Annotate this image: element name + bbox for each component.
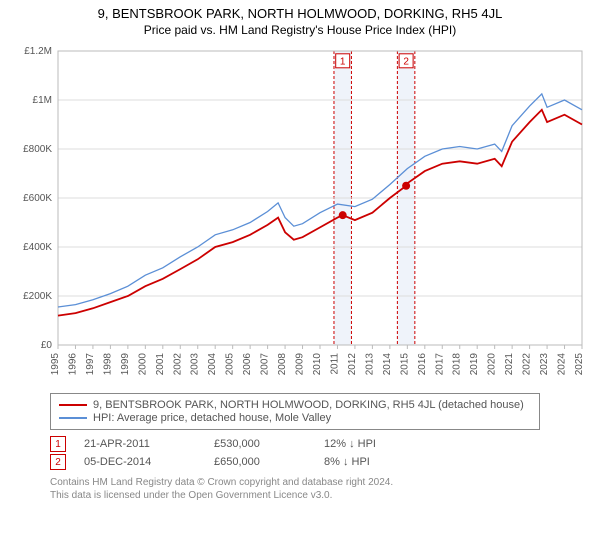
svg-text:£1.2M: £1.2M: [24, 46, 52, 57]
svg-text:2021: 2021: [504, 353, 515, 376]
footer-line: This data is licensed under the Open Gov…: [50, 489, 540, 502]
sale-price: £650,000: [214, 456, 324, 468]
footer: Contains HM Land Registry data © Crown c…: [50, 476, 540, 502]
sale-price: £530,000: [214, 438, 324, 450]
sale-row: 2 05-DEC-2014 £650,000 8% ↓ HPI: [50, 454, 540, 470]
svg-text:2001: 2001: [155, 353, 166, 376]
sale-flag-icon: 1: [50, 436, 66, 452]
svg-text:2025: 2025: [574, 353, 585, 376]
svg-text:2023: 2023: [539, 353, 550, 376]
container: 9, BENTSBROOK PARK, NORTH HOLMWOOD, DORK…: [0, 0, 600, 506]
svg-text:2006: 2006: [242, 353, 253, 376]
legend: 9, BENTSBROOK PARK, NORTH HOLMWOOD, DORK…: [50, 393, 540, 430]
svg-text:2005: 2005: [225, 353, 236, 376]
svg-text:2008: 2008: [277, 353, 288, 376]
sale-flag-icon: 2: [50, 454, 66, 470]
sale-date: 05-DEC-2014: [84, 456, 214, 468]
svg-text:2017: 2017: [434, 353, 445, 376]
svg-text:2022: 2022: [522, 353, 533, 376]
chart-subtitle: Price paid vs. HM Land Registry's House …: [10, 23, 590, 37]
svg-text:2007: 2007: [260, 353, 271, 376]
svg-text:1997: 1997: [85, 353, 96, 376]
svg-text:2004: 2004: [207, 353, 218, 376]
svg-text:1998: 1998: [102, 353, 113, 376]
svg-text:2018: 2018: [452, 353, 463, 376]
svg-text:2011: 2011: [329, 353, 340, 375]
sale-date: 21-APR-2011: [84, 438, 214, 450]
svg-text:2010: 2010: [312, 353, 323, 376]
sale-row: 1 21-APR-2011 £530,000 12% ↓ HPI: [50, 436, 540, 452]
svg-text:2013: 2013: [364, 353, 375, 376]
sales-table: 1 21-APR-2011 £530,000 12% ↓ HPI 2 05-DE…: [50, 436, 540, 470]
svg-text:1: 1: [340, 56, 346, 67]
svg-text:2012: 2012: [347, 353, 358, 376]
legend-label: 9, BENTSBROOK PARK, NORTH HOLMWOOD, DORK…: [93, 399, 524, 411]
svg-text:£0: £0: [41, 340, 53, 351]
svg-text:£200K: £200K: [23, 291, 52, 302]
chart-title: 9, BENTSBROOK PARK, NORTH HOLMWOOD, DORK…: [10, 6, 590, 21]
legend-swatch: [59, 417, 87, 419]
svg-text:£800K: £800K: [23, 144, 52, 155]
svg-text:2002: 2002: [172, 353, 183, 376]
svg-text:2000: 2000: [137, 353, 148, 376]
svg-text:2020: 2020: [487, 353, 498, 376]
footer-line: Contains HM Land Registry data © Crown c…: [50, 476, 540, 489]
svg-text:2003: 2003: [190, 353, 201, 376]
sale-delta: 8% ↓ HPI: [324, 456, 434, 468]
svg-text:2015: 2015: [399, 353, 410, 376]
svg-text:£600K: £600K: [23, 193, 52, 204]
chart: £0 £200K £400K £600K £800K £1M £1.2M 1995 1996 19…: [10, 45, 590, 385]
svg-text:2009: 2009: [295, 353, 306, 376]
legend-item: HPI: Average price, detached house, Mole…: [59, 412, 531, 424]
svg-text:1995: 1995: [50, 353, 61, 376]
svg-text:2014: 2014: [382, 353, 393, 376]
legend-swatch: [59, 404, 87, 406]
svg-text:2: 2: [403, 56, 409, 67]
svg-text:1999: 1999: [120, 353, 131, 376]
legend-label: HPI: Average price, detached house, Mole…: [93, 412, 331, 424]
svg-text:2016: 2016: [417, 353, 428, 376]
svg-text:£1M: £1M: [33, 95, 52, 106]
svg-text:£400K: £400K: [23, 242, 52, 253]
svg-text:2019: 2019: [469, 353, 480, 376]
sale-delta: 12% ↓ HPI: [324, 438, 434, 450]
svg-text:1996: 1996: [67, 353, 78, 376]
legend-item: 9, BENTSBROOK PARK, NORTH HOLMWOOD, DORK…: [59, 399, 531, 411]
chart-svg: £0 £200K £400K £600K £800K £1M £1.2M 1995 1996 19…: [10, 45, 590, 385]
svg-text:2024: 2024: [557, 353, 568, 376]
